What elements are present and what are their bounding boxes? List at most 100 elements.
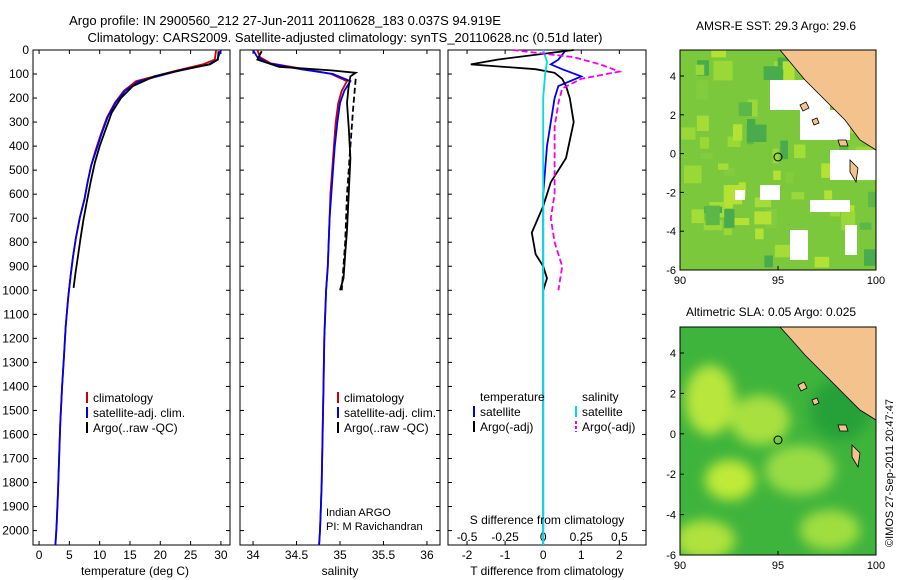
series-line-argo-raw-qc-dashed: [340, 78, 357, 291]
map-y-tick-label: -6: [666, 550, 676, 562]
sst-cell: [695, 64, 705, 75]
depth-tick-label: 1200: [2, 331, 29, 345]
top-x-tick-label: 0.25: [570, 530, 594, 544]
sumatra-land: [779, 50, 876, 151]
depth-tick-label: 300: [9, 115, 29, 129]
diff-legend-sal-argo-label: Argo(-adj): [582, 420, 635, 434]
map-y-tick-label: 4: [670, 348, 676, 360]
pi-name: PI: M Ravichandran: [326, 521, 423, 533]
sst-cell: [681, 127, 696, 140]
sst-cell: [705, 205, 720, 226]
x-tick-label: 5: [66, 548, 73, 562]
series-line-satellite-adj-clim-: [54, 49, 222, 546]
diff-top-xlabel: S difference from climatology: [470, 513, 625, 527]
sst-map: [680, 50, 876, 270]
legend-argo-label: Argo(..raw -QC): [93, 421, 178, 435]
x-tick-label: 10: [93, 548, 107, 562]
x-tick-label: 2: [616, 548, 623, 562]
diff-legend-temperature-heading: temperature: [480, 390, 545, 404]
map-y-tick-label: 2: [670, 388, 676, 400]
sst-cell: [746, 124, 767, 142]
sst-cell: [754, 211, 772, 225]
depth-tick-label: 1800: [2, 476, 29, 490]
x-tick-label: 30: [214, 548, 228, 562]
sst-cell: [814, 256, 830, 268]
x-tick-label: -1: [500, 548, 511, 562]
sst-cell: [724, 209, 735, 228]
x-tick-label: 20: [154, 548, 168, 562]
sst-cell: [718, 163, 729, 170]
diff-legend-temp-satellite-label: satellite: [480, 405, 521, 419]
salinity-legend: climatology satellite-adj. clim. Argo(..…: [326, 391, 436, 533]
series-line-satellite-adj-clim-: [252, 49, 352, 546]
x-tick-label: 25: [184, 548, 198, 562]
plot-frame-0: [32, 49, 231, 546]
top-x-tick-label: 0.5: [611, 530, 628, 544]
pi-institution: Indian ARGO: [326, 507, 391, 519]
sst-cell: [774, 244, 791, 258]
map-y-tick-label: -4: [666, 226, 676, 238]
sst-cell: [738, 182, 746, 198]
depth-tick-label: 1500: [2, 403, 29, 417]
x-tick-label: 35: [333, 548, 347, 562]
depth-tick-label: 1700: [2, 451, 29, 465]
legend-satellite-label: satellite-adj. clim.: [93, 406, 185, 420]
sst-cell: [734, 218, 750, 226]
map-y-tick-label: 0: [670, 149, 676, 161]
map-y-tick-label: -4: [666, 510, 676, 522]
sst-cell: [733, 124, 743, 141]
sst-cell: [696, 80, 708, 100]
depth-tick-label: 200: [9, 91, 29, 105]
title-line-1: Argo profile: IN 2900560_212 27-Jun-2011…: [69, 13, 501, 28]
sst-cell: [700, 152, 713, 159]
depth-tick-label: 900: [9, 259, 29, 273]
sst-cell: [724, 167, 735, 176]
diff-legend-temp-argo-label: Argo(-adj): [480, 420, 533, 434]
x-tick-label: 34.5: [285, 548, 309, 562]
depth-tick-label: 1300: [2, 355, 29, 369]
depth-tick-label: 700: [9, 211, 29, 225]
depth-tick-label: 600: [9, 187, 29, 201]
sst-cell: [785, 171, 794, 184]
sst-cell: [780, 140, 788, 160]
x-tick-label: 36: [420, 548, 434, 562]
depth-tick-label: 500: [9, 163, 29, 177]
sst-cell: [711, 50, 726, 58]
sst-cell: [747, 99, 758, 117]
series-line-salinity-satellite: [542, 49, 548, 545]
islands: [799, 101, 859, 184]
sal-legend-climatology-label: climatology: [344, 391, 404, 405]
x-tick-label: 15: [123, 548, 137, 562]
sst-argo-location-marker: [773, 152, 783, 162]
map-y-tick-label: -6: [666, 265, 676, 277]
depth-tick-label: 0: [22, 43, 29, 57]
sla-map: [680, 327, 876, 555]
x-tick-label: 0: [540, 548, 547, 562]
sst-map-title: AMSR-E SST: 29.3 Argo: 29.6: [696, 19, 856, 33]
difference-legend: temperature salinity satellite Argo(-adj…: [473, 390, 635, 434]
depth-tick-label: 2000: [2, 524, 29, 538]
sst-cell: [794, 144, 806, 159]
map-x-tick-label: 100: [867, 560, 885, 572]
sst-cell: [824, 190, 833, 200]
sst-map-axes: 90 95 100 4 2 0 -2 -4 -6: [666, 71, 885, 287]
series-line-argo-raw-qc-: [72, 51, 220, 289]
sumatra-land-sla: [779, 327, 876, 421]
depth-tick-label: 1100: [3, 307, 29, 321]
map-y-tick-label: 2: [670, 110, 676, 122]
x-tick-label: -2: [462, 548, 473, 562]
series-line-salinity-argo-adj-: [512, 49, 623, 291]
sst-cell: [847, 205, 855, 217]
x-tick-label: 35.5: [372, 548, 396, 562]
plot-frame-2: [447, 49, 647, 546]
sst-cell: [713, 60, 733, 81]
x-tick-label: 34: [246, 548, 260, 562]
sal-legend-argo-label: Argo(..raw -QC): [344, 421, 429, 435]
sst-cell: [868, 191, 876, 208]
depth-tick-label: 1400: [2, 379, 29, 393]
diff-legend-sal-satellite-label: satellite: [582, 405, 623, 419]
top-x-tick-label: -0.25: [491, 530, 519, 544]
top-x-tick-label: -0.5: [457, 530, 478, 544]
x-tick-label: 0: [36, 548, 43, 562]
